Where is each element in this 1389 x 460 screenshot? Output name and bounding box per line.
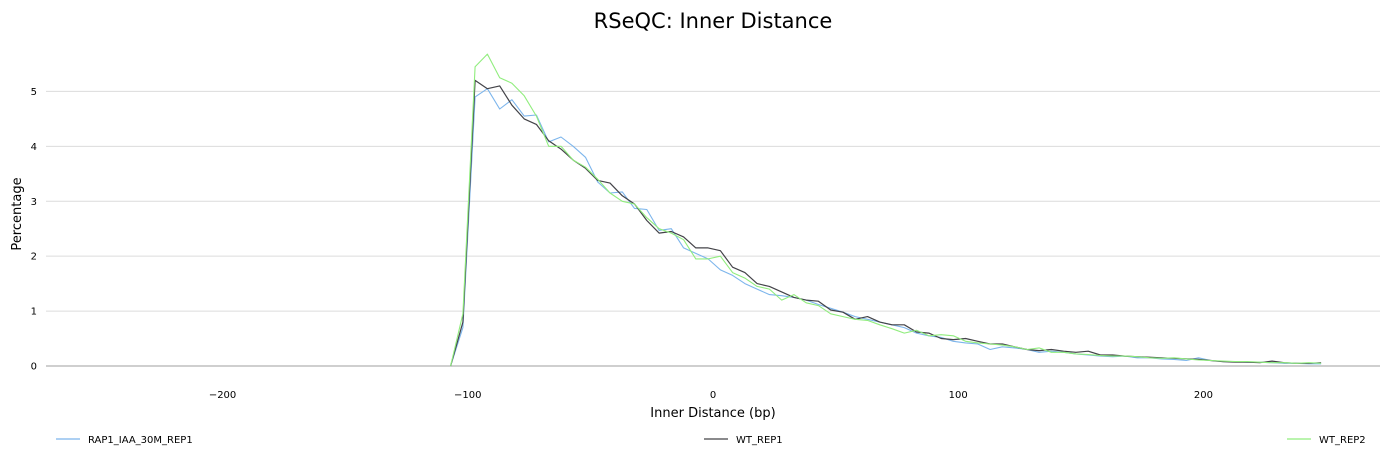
- x-tick-label: 0: [710, 390, 716, 401]
- legend-label: WT_REP2: [1319, 435, 1366, 446]
- x-tick-label: 200: [1194, 390, 1213, 401]
- y-axis-ticks: 0 1 2 3 4 5: [31, 87, 37, 373]
- x-tick-label: 100: [949, 390, 968, 401]
- x-tick-label: −200: [209, 390, 236, 401]
- series-lines: [450, 53, 1322, 367]
- x-tick-label: −100: [454, 390, 481, 401]
- chart-title: RSeQC: Inner Distance: [594, 9, 833, 33]
- legend-label: WT_REP1: [736, 435, 783, 446]
- y-axis-label: Percentage: [10, 177, 25, 250]
- legend: RAP1_IAA_30M_REP1 WT_REP1 WT_REP2: [56, 435, 1366, 446]
- y-tick-label: 0: [31, 362, 37, 373]
- series-line-wt-rep1: [450, 79, 1322, 367]
- y-tick-label: 2: [31, 252, 37, 263]
- y-tick-label: 5: [31, 87, 37, 98]
- legend-label: RAP1_IAA_30M_REP1: [88, 435, 193, 446]
- legend-item[interactable]: WT_REP2: [1287, 435, 1366, 446]
- x-axis-ticks: −200 −100 0 100 200: [209, 390, 1213, 401]
- y-tick-label: 4: [31, 142, 37, 153]
- grid-lines: [46, 90, 1380, 367]
- series-line-rap1-iaa-30m-rep1: [450, 88, 1322, 367]
- series-line-wt-rep2: [450, 53, 1322, 367]
- y-tick-label: 3: [31, 197, 37, 208]
- legend-item[interactable]: WT_REP1: [704, 435, 783, 446]
- legend-item[interactable]: RAP1_IAA_30M_REP1: [56, 435, 193, 446]
- y-tick-label: 1: [31, 307, 37, 318]
- x-axis-label: Inner Distance (bp): [650, 406, 775, 421]
